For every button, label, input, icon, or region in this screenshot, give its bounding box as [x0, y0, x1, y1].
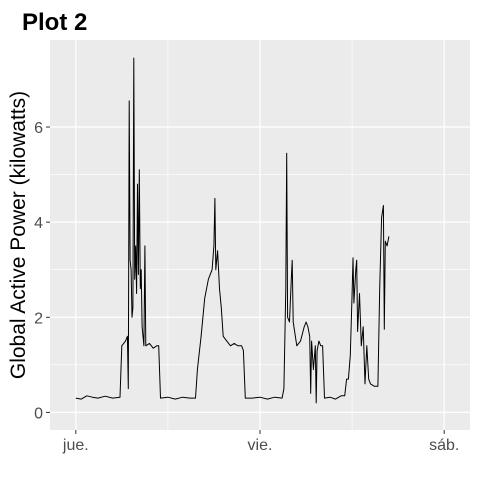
- x-axis: jue. vie. sáb.: [62, 430, 459, 454]
- x-tick-label: jue.: [62, 437, 89, 454]
- grid-major: [50, 40, 470, 430]
- series-line: [75, 57, 390, 404]
- y-axis-label: Global Active Power (kilowatts): [7, 91, 30, 379]
- y-tick-label: 2: [34, 310, 43, 327]
- y-axis: 0 2 4 6: [34, 120, 50, 422]
- y-tick-label: 4: [34, 215, 43, 232]
- chart-title: Plot 2: [22, 9, 87, 36]
- y-tick-label: 6: [34, 120, 43, 137]
- x-tick-label: vie.: [248, 437, 273, 454]
- y-tick-label: 0: [34, 405, 43, 422]
- x-tick-label: sáb.: [429, 437, 459, 454]
